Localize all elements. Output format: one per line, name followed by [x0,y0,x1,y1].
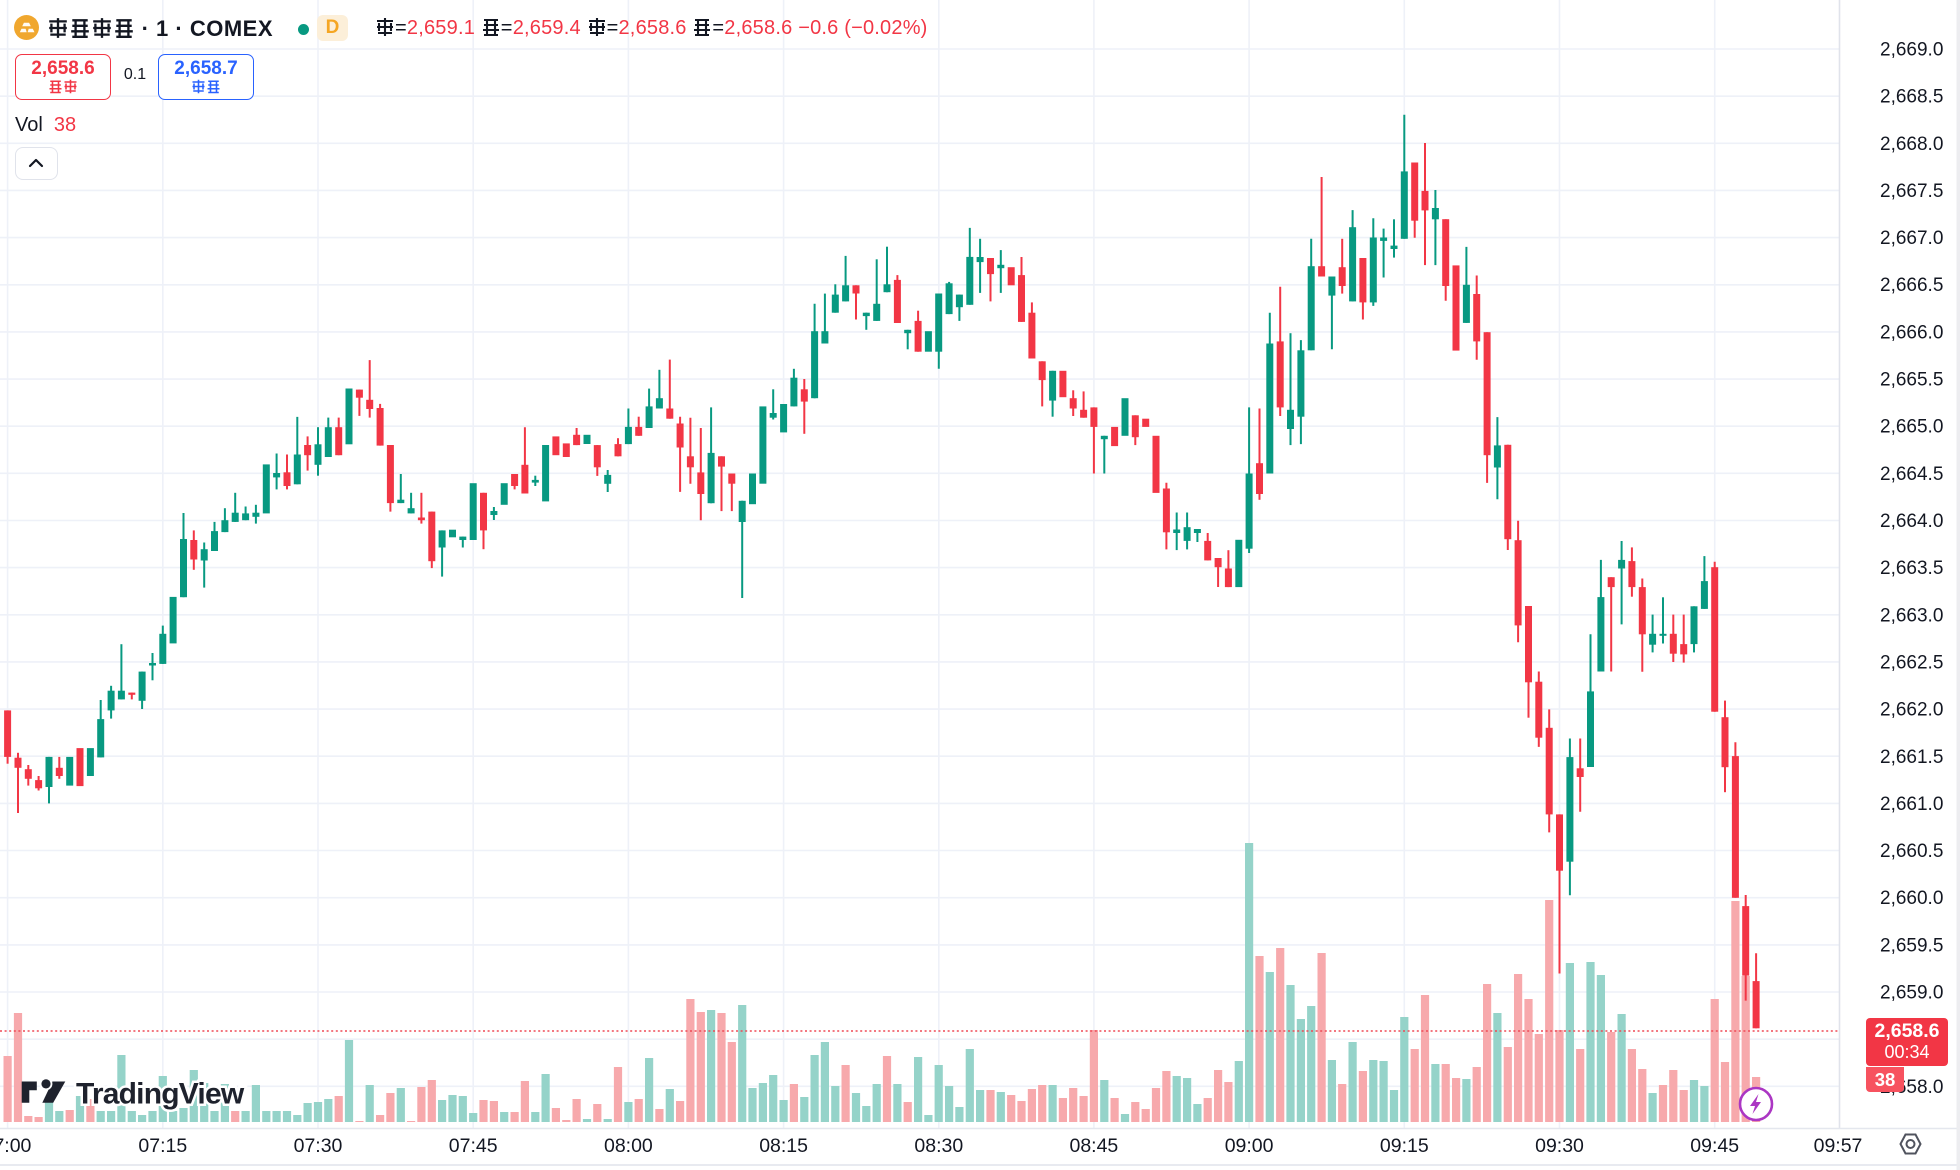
svg-text:2,663.0: 2,663.0 [1880,605,1943,626]
svg-text:07:00: 07:00 [0,1135,32,1157]
svg-text:08:15: 08:15 [759,1135,808,1157]
svg-text:2,661.5: 2,661.5 [1880,747,1943,768]
svg-text:2,661.0: 2,661.0 [1880,794,1943,815]
svg-text:09:30: 09:30 [1535,1135,1584,1157]
svg-text:2,665.5: 2,665.5 [1880,370,1943,391]
svg-text:08:30: 08:30 [914,1135,963,1157]
svg-text:2,668.0: 2,668.0 [1880,134,1943,155]
svg-text:08:00: 08:00 [604,1135,653,1157]
svg-text:2,662.5: 2,662.5 [1880,652,1943,673]
svg-text:2,660.5: 2,660.5 [1880,841,1943,862]
svg-text:2,666.0: 2,666.0 [1880,322,1943,343]
svg-text:2,666.5: 2,666.5 [1880,275,1943,296]
svg-text:07:30: 07:30 [294,1135,343,1157]
svg-text:2,664.5: 2,664.5 [1880,464,1943,485]
svg-text:2,667.5: 2,667.5 [1880,181,1943,202]
svg-text:2,662.0: 2,662.0 [1880,700,1943,721]
svg-text:07:15: 07:15 [138,1135,187,1157]
svg-text:09:57: 09:57 [1814,1135,1863,1157]
svg-text:2,667.0: 2,667.0 [1880,228,1943,249]
svg-text:TradingView: TradingView [76,1078,245,1111]
svg-text:09:15: 09:15 [1380,1135,1429,1157]
svg-text:07:45: 07:45 [449,1135,498,1157]
svg-text:08:45: 08:45 [1069,1135,1118,1157]
svg-text:09:45: 09:45 [1690,1135,1739,1157]
svg-text:2,668.5: 2,668.5 [1880,87,1943,108]
svg-text:2,659.5: 2,659.5 [1880,935,1943,956]
svg-text:2,665.0: 2,665.0 [1880,417,1943,438]
svg-text:2,664.0: 2,664.0 [1880,511,1943,532]
svg-text:2,660.0: 2,660.0 [1880,888,1943,909]
svg-text:2,669.0: 2,669.0 [1880,40,1943,61]
svg-text:2,663.5: 2,663.5 [1880,558,1943,579]
svg-text:09:00: 09:00 [1225,1135,1274,1157]
svg-text:2,659.0: 2,659.0 [1880,983,1943,1004]
